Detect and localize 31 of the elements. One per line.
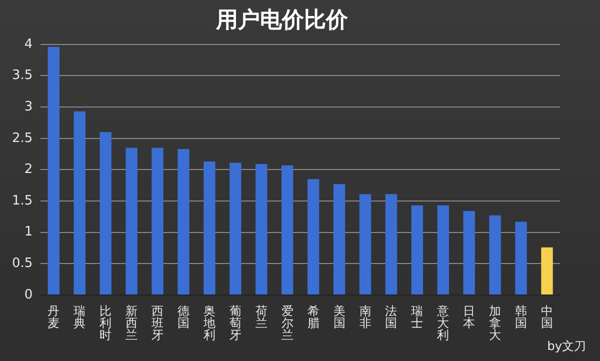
x-tick-label: 韩国: [515, 304, 528, 330]
x-tick-label: 日本: [463, 304, 476, 330]
x-tick-label: 南非: [359, 304, 372, 330]
x-tick-label: 荷兰: [255, 304, 268, 330]
x-tick-label: 美国: [333, 304, 346, 330]
y-tick-label: 3: [24, 99, 33, 114]
y-tick-label: 4: [24, 36, 33, 52]
y-tick-label: 0: [24, 287, 33, 302]
x-tick-label: 瑞典: [74, 304, 86, 330]
x-tick-label: 希腊: [307, 304, 320, 330]
y-tick-label: 2.5: [12, 130, 33, 146]
y-tick-label: 1: [24, 224, 33, 240]
x-tick-label: 法国: [385, 304, 398, 330]
x-tick-label: 葡萄牙: [229, 304, 242, 342]
x-tick-label: 比利时: [100, 304, 112, 342]
x-tick-label: 加拿大: [489, 304, 502, 342]
x-tick-label: 德国: [177, 304, 190, 330]
y-tick-label: 1.5: [12, 193, 33, 208]
y-tick-label: 2: [24, 162, 33, 178]
x-tick-label: 奥地利: [202, 304, 216, 342]
x-tick-label: 意大利: [436, 304, 450, 342]
x-tick-label: 瑞士: [411, 304, 424, 330]
y-tick-label: 3.5: [12, 68, 33, 84]
x-tick-label: 爱尔兰: [281, 304, 294, 342]
chart-title: 用户电价比价: [215, 6, 349, 33]
x-tick-label: 中国: [541, 304, 554, 330]
x-tick-label: 新西兰: [126, 304, 138, 342]
x-tick-label: 西班牙: [152, 304, 164, 342]
text: by文刀: [547, 338, 586, 355]
y-tick-label: 0.5: [12, 256, 33, 272]
x-tick-label: 丹麦: [48, 304, 60, 330]
